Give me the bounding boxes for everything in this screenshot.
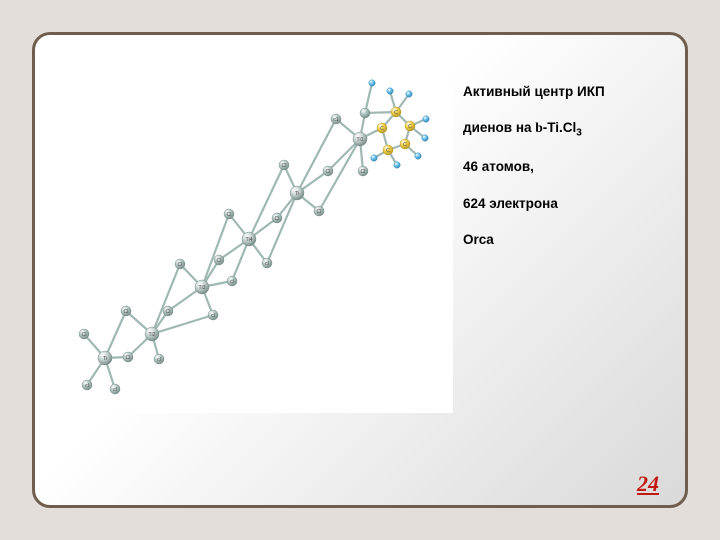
page-background: Ti Ti2 Ti3 Ti4 Ti Ti1 cl cl Cl Cl Cl cl Cl Cl cl cl Cl Cl… (0, 0, 720, 540)
slide-frame: Ti Ti2 Ti3 Ti4 Ti Ti1 cl cl Cl Cl Cl cl Cl Cl cl cl Cl Cl… (32, 32, 688, 508)
svg-text:Ti4: Ti4 (245, 237, 252, 243)
svg-text:Ti2: Ti2 (148, 332, 155, 338)
svg-text:Cl: Cl (166, 309, 171, 315)
svg-text:cl: cl (85, 383, 89, 389)
svg-text:Cl: Cl (275, 216, 280, 222)
svg-text:cl: cl (211, 313, 215, 319)
molecule-diagram: Ti Ti2 Ti3 Ti4 Ti Ti1 cl cl Cl Cl Cl cl Cl Cl cl cl Cl Cl… (53, 53, 453, 413)
svg-text:Cl: Cl (326, 169, 331, 175)
svg-text:Ti: Ti (295, 191, 299, 197)
svg-text:Cl: Cl (317, 209, 322, 215)
svg-text:cl: cl (230, 279, 234, 285)
svg-text:c1: c1 (333, 117, 339, 123)
svg-text:cl: cl (113, 387, 117, 393)
svg-text:C: C (403, 142, 407, 148)
svg-text:Cl: Cl (124, 309, 129, 315)
svg-text:Cl: Cl (227, 212, 232, 218)
caption-line-3: 46 атомов, (463, 158, 673, 176)
svg-text:Cl: Cl (178, 262, 183, 268)
svg-text:Cl: Cl (82, 332, 87, 338)
beta-symbol: b (535, 120, 543, 135)
svg-text:C: C (380, 126, 384, 132)
caption-block: Активный центр ИКП диенов на b-Ti.Cl3 46… (463, 83, 673, 267)
page-number: 24 (637, 471, 659, 497)
svg-text:Cl: Cl (282, 163, 287, 169)
caption-line-1: Активный центр ИКП (463, 83, 673, 101)
caption-line-5: Orca (463, 231, 673, 249)
svg-text:Cl: Cl (361, 169, 366, 175)
molecule-svg: Ti Ti2 Ti3 Ti4 Ti Ti1 cl cl Cl Cl Cl cl Cl Cl cl cl Cl Cl… (53, 53, 453, 413)
svg-text:cl: cl (157, 357, 161, 363)
caption-line-4: 624 электрона (463, 195, 673, 213)
svg-text:C: C (386, 148, 390, 154)
caption-line-2-sub: 3 (576, 128, 582, 139)
caption-line-2-a: диенов на (463, 120, 535, 135)
svg-text:C: C (394, 110, 398, 116)
svg-text:Cl: Cl (217, 258, 222, 264)
caption-line-2-b: -Ti.Cl (543, 120, 577, 135)
svg-text:Ti3: Ti3 (198, 285, 205, 291)
svg-text:Cl: Cl (126, 355, 131, 361)
caption-line-2: диенов на b-Ti.Cl3 (463, 119, 673, 140)
svg-text:Ti1: Ti1 (356, 137, 363, 143)
svg-text:C: C (408, 124, 412, 130)
svg-text:Ti: Ti (103, 356, 107, 362)
svg-text:cl: cl (265, 261, 269, 267)
